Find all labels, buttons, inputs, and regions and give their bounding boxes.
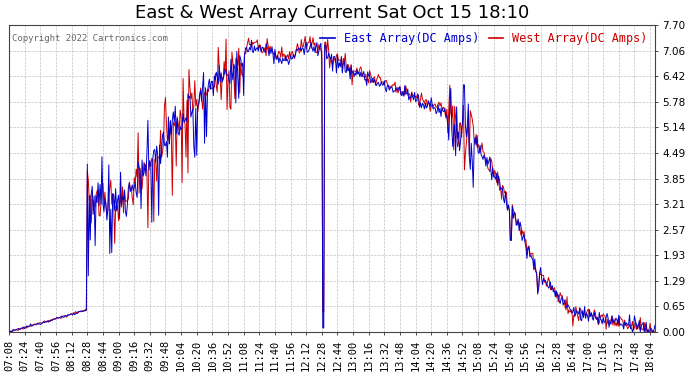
Title: East & West Array Current Sat Oct 15 18:10: East & West Array Current Sat Oct 15 18:… <box>135 4 529 22</box>
Legend: East Array(DC Amps), West Array(DC Amps): East Array(DC Amps), West Array(DC Amps) <box>316 27 653 50</box>
Text: Copyright 2022 Cartronics.com: Copyright 2022 Cartronics.com <box>12 34 168 44</box>
